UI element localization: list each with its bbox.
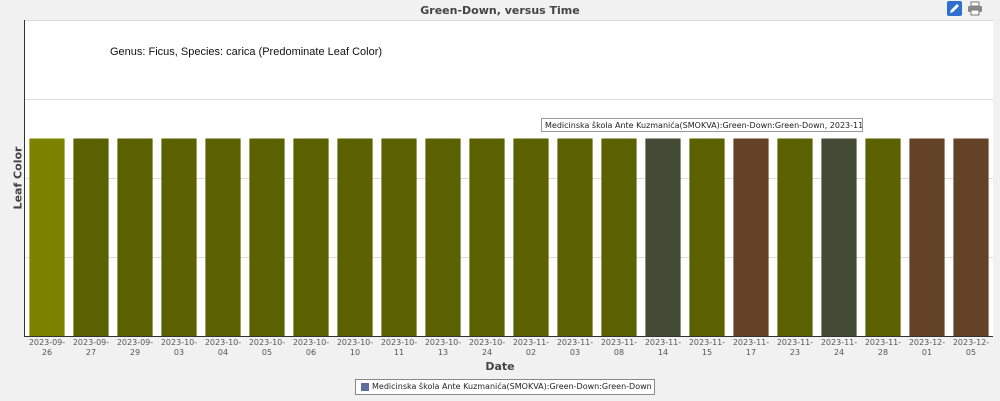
bar-2023-10-24[interactable] — [469, 138, 505, 337]
bar-2023-11-14[interactable] — [645, 138, 681, 337]
bar-2023-10-11[interactable] — [381, 138, 417, 337]
x-axis-ticks: 2023-09- 26 2023-09- 27 2023-09- 29 2023-10- 03… — [0, 338, 1000, 362]
x-tick-label: 2023-11- 03 — [556, 338, 594, 357]
x-tick-label: 2023-10- 03 — [160, 338, 198, 357]
bar-2023-11-08[interactable] — [601, 138, 637, 337]
bar-chart — [25, 20, 993, 336]
x-tick-label: 2023-09- 26 — [28, 338, 66, 357]
bar-2023-10-03[interactable] — [161, 138, 197, 337]
bar-2023-11-17[interactable] — [733, 138, 769, 337]
plot-area: Genus: Ficus, Species: carica (Predomina… — [24, 20, 993, 337]
bar-tooltip: Medicinska škola Ante Kuzmanića(SMOKVA):… — [541, 118, 863, 132]
bar-2023-12-05[interactable] — [953, 138, 989, 337]
x-tick-label: 2023-11- 23 — [776, 338, 814, 357]
y-axis-label: Leaf Color — [11, 146, 25, 210]
bar-2023-10-04[interactable] — [205, 138, 241, 337]
x-tick-label: 2023-10- 11 — [380, 338, 418, 357]
x-tick-label: 2023-10- 04 — [204, 338, 242, 357]
bar-2023-10-05[interactable] — [249, 138, 285, 337]
bar-2023-10-10[interactable] — [337, 138, 373, 337]
x-tick-label: 2023-11- 24 — [820, 338, 858, 357]
bar-2023-10-06[interactable] — [293, 138, 329, 337]
x-tick-label: 2023-10- 13 — [424, 338, 462, 357]
x-tick-label: 2023-11- 28 — [864, 338, 902, 357]
x-tick-label: 2023-10- 05 — [248, 338, 286, 357]
bar-2023-11-02[interactable] — [513, 138, 549, 337]
bar-2023-11-03[interactable] — [557, 138, 593, 337]
x-tick-label: 2023-10- 10 — [336, 338, 374, 357]
bar-2023-11-24[interactable] — [821, 138, 857, 337]
x-tick-label: 2023-11- 08 — [600, 338, 638, 357]
bar-2023-11-15[interactable] — [689, 138, 725, 337]
bar-2023-10-13[interactable] — [425, 138, 461, 337]
bar-2023-09-29[interactable] — [117, 138, 153, 337]
printer-icon[interactable] — [967, 1, 983, 16]
legend-swatch — [361, 383, 369, 391]
bar-2023-11-23[interactable] — [777, 138, 813, 337]
x-tick-label: 2023-11- 02 — [512, 338, 550, 357]
bar-2023-11-28[interactable] — [865, 138, 901, 337]
bar-2023-12-01[interactable] — [909, 138, 945, 337]
legend[interactable]: Medicinska škola Ante Kuzmanića(SMOKVA):… — [355, 379, 655, 395]
chart-annotation: Genus: Ficus, Species: carica (Predomina… — [110, 46, 383, 58]
x-tick-label: 2023-12- 05 — [952, 338, 990, 357]
x-tick-label: 2023-12- 01 — [908, 338, 946, 357]
bar-2023-09-26[interactable] — [29, 138, 65, 337]
legend-label: Medicinska škola Ante Kuzmanića(SMOKVA):… — [372, 382, 652, 391]
x-tick-label: 2023-11- 15 — [688, 338, 726, 357]
x-axis-label: Date — [485, 360, 515, 373]
chart-title: Green-Down, versus Time — [420, 4, 580, 17]
x-tick-label: 2023-10- 06 — [292, 338, 330, 357]
x-tick-label: 2023-09- 27 — [72, 338, 110, 357]
x-tick-label: 2023-10- 24 — [468, 338, 506, 357]
x-tick-label: 2023-09- 29 — [116, 338, 154, 357]
pencil-icon[interactable] — [947, 1, 962, 16]
x-tick-label: 2023-11- 17 — [732, 338, 770, 357]
x-tick-label: 2023-11- 14 — [644, 338, 682, 357]
bar-2023-09-27[interactable] — [73, 138, 109, 337]
